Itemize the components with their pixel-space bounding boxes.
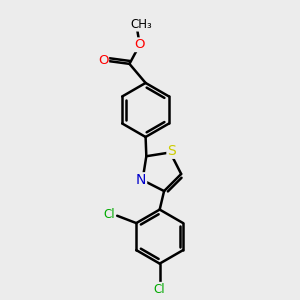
Text: O: O: [134, 38, 145, 51]
Text: CH₃: CH₃: [130, 18, 152, 31]
Text: O: O: [98, 54, 108, 68]
Text: Cl: Cl: [154, 283, 166, 296]
Text: S: S: [167, 144, 176, 158]
Text: N: N: [136, 173, 146, 187]
Text: Cl: Cl: [103, 208, 115, 221]
